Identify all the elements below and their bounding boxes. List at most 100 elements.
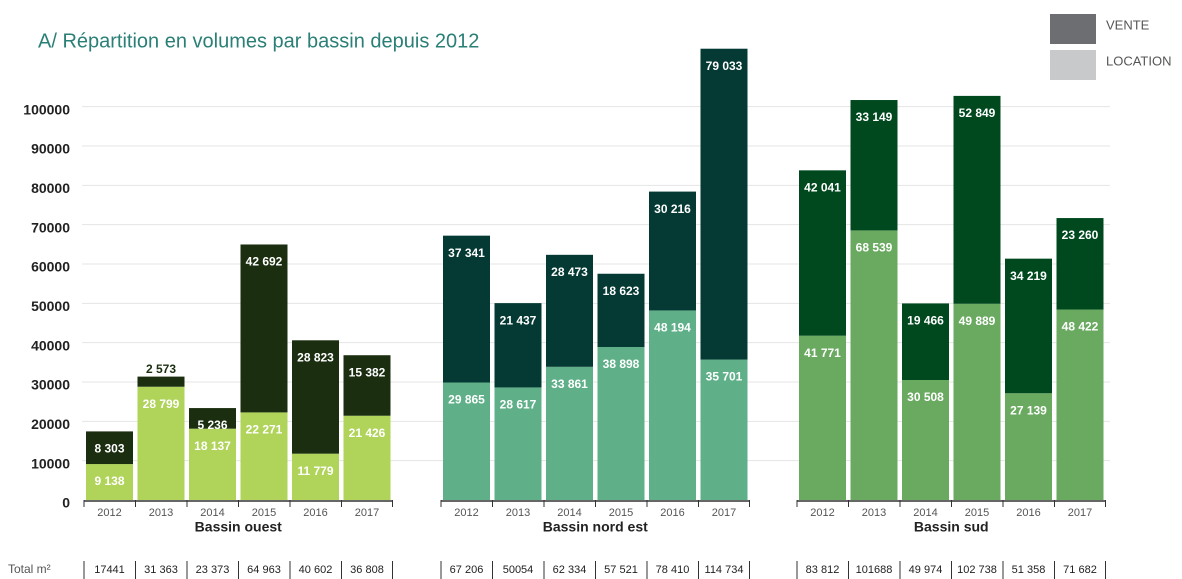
value-label: 52 849 bbox=[959, 106, 996, 120]
value-label: 29 865 bbox=[448, 393, 485, 407]
total-value: 114 734 bbox=[705, 564, 744, 576]
value-label: 15 382 bbox=[349, 365, 386, 379]
x-tick-label: 2012 bbox=[810, 507, 834, 519]
value-label: 2 573 bbox=[146, 362, 176, 376]
value-label: 30 508 bbox=[907, 390, 944, 404]
total-value: 40 602 bbox=[299, 564, 333, 576]
value-label: 22 271 bbox=[246, 423, 283, 437]
bar-segment bbox=[649, 191, 696, 311]
value-label: 34 219 bbox=[1010, 269, 1047, 283]
value-label: 35 701 bbox=[706, 370, 743, 384]
bar-segment bbox=[546, 254, 593, 367]
x-tick-label: 2014 bbox=[557, 507, 581, 519]
value-label: 38 898 bbox=[603, 357, 640, 371]
value-label: 37 341 bbox=[448, 246, 485, 260]
total-value: 64 963 bbox=[247, 564, 281, 576]
bar-segment bbox=[902, 380, 949, 500]
bar-segment bbox=[1005, 258, 1052, 394]
legend-label: VENTE bbox=[1106, 17, 1150, 32]
x-tick-label: 2013 bbox=[506, 507, 530, 519]
total-value: 62 334 bbox=[553, 564, 587, 576]
value-label: 18 137 bbox=[194, 439, 231, 453]
chart-title: A/ Répartition en volumes par bassin dep… bbox=[38, 30, 479, 52]
value-label: 49 889 bbox=[959, 314, 996, 328]
bar-segment bbox=[189, 408, 236, 429]
y-tick-label: 40000 bbox=[31, 337, 70, 353]
total-value: 50054 bbox=[503, 564, 534, 576]
bar-segment bbox=[850, 230, 898, 500]
bar-segment bbox=[443, 235, 490, 383]
group-label: Bassin sud bbox=[914, 519, 989, 535]
total-value: 102 738 bbox=[957, 564, 997, 576]
value-label: 8 303 bbox=[94, 442, 124, 456]
x-tick-label: 2015 bbox=[965, 507, 989, 519]
bar-segment bbox=[953, 95, 1001, 304]
x-tick-label: 2015 bbox=[252, 507, 276, 519]
x-tick-label: 2013 bbox=[149, 507, 173, 519]
y-tick-label: 30000 bbox=[31, 377, 70, 393]
y-tick-label: 90000 bbox=[31, 141, 70, 157]
bar-segment bbox=[953, 303, 1001, 500]
value-label: 48 422 bbox=[1062, 320, 1099, 334]
value-label: 28 799 bbox=[143, 397, 180, 411]
x-tick-label: 2014 bbox=[913, 507, 937, 519]
bar-segment bbox=[343, 415, 391, 500]
bar-segment bbox=[343, 355, 391, 416]
bar-segment bbox=[86, 431, 133, 465]
group-label: Bassin ouest bbox=[195, 519, 282, 535]
total-value: 78 410 bbox=[656, 564, 690, 576]
total-value: 36 808 bbox=[350, 564, 384, 576]
total-value: 67 206 bbox=[450, 564, 484, 576]
value-label: 33 149 bbox=[856, 110, 893, 124]
y-tick-label: 70000 bbox=[31, 219, 70, 235]
bar-segment bbox=[799, 170, 846, 336]
bar-segment bbox=[86, 464, 133, 500]
x-tick-label: 2017 bbox=[712, 507, 736, 519]
x-tick-label: 2014 bbox=[200, 507, 224, 519]
bar-segment bbox=[546, 366, 593, 500]
x-tick-label: 2013 bbox=[862, 507, 886, 519]
value-label: 9 138 bbox=[94, 474, 124, 488]
bar-segment bbox=[902, 303, 949, 381]
group-label: Bassin nord est bbox=[543, 519, 648, 535]
value-label: 21 437 bbox=[500, 313, 537, 327]
total-value: 71 682 bbox=[1063, 564, 1097, 576]
x-tick-label: 2012 bbox=[454, 507, 478, 519]
x-tick-label: 2017 bbox=[1068, 507, 1092, 519]
value-label: 48 194 bbox=[654, 321, 691, 335]
y-tick-label: 50000 bbox=[31, 298, 70, 314]
total-value: 57 521 bbox=[604, 564, 638, 576]
value-label: 42 692 bbox=[246, 255, 283, 269]
y-tick-label: 20000 bbox=[31, 416, 70, 432]
total-value: 31 363 bbox=[144, 564, 178, 576]
bar-segment bbox=[137, 376, 185, 387]
bar-segment bbox=[850, 100, 898, 231]
total-value: 23 373 bbox=[196, 564, 230, 576]
value-label: 21 426 bbox=[349, 426, 386, 440]
value-label: 33 861 bbox=[551, 377, 588, 391]
x-tick-label: 2016 bbox=[303, 507, 327, 519]
x-tick-label: 2015 bbox=[609, 507, 633, 519]
total-value: 49 974 bbox=[909, 564, 943, 576]
x-tick-label: 2012 bbox=[97, 507, 121, 519]
y-tick-label: 0 bbox=[62, 495, 70, 511]
total-value: 51 358 bbox=[1012, 564, 1046, 576]
value-label: 27 139 bbox=[1010, 403, 1047, 417]
bar-segment bbox=[1056, 218, 1104, 310]
bar-segment bbox=[494, 303, 542, 388]
bar-segment bbox=[240, 412, 288, 500]
value-label: 42 041 bbox=[804, 181, 841, 195]
bar-segment bbox=[137, 386, 185, 500]
legend-swatch bbox=[1050, 50, 1096, 80]
value-label: 79 033 bbox=[706, 59, 743, 73]
value-label: 11 779 bbox=[297, 464, 333, 478]
value-label: 28 617 bbox=[500, 398, 537, 412]
bar-segment bbox=[292, 340, 339, 454]
y-tick-label: 10000 bbox=[31, 455, 70, 471]
bar-segment bbox=[292, 453, 339, 500]
legend-swatch bbox=[1050, 14, 1096, 44]
bar-segment bbox=[443, 382, 490, 500]
total-value: 101688 bbox=[856, 564, 893, 576]
legend-label: LOCATION bbox=[1106, 53, 1172, 68]
value-label: 5 236 bbox=[197, 418, 227, 432]
